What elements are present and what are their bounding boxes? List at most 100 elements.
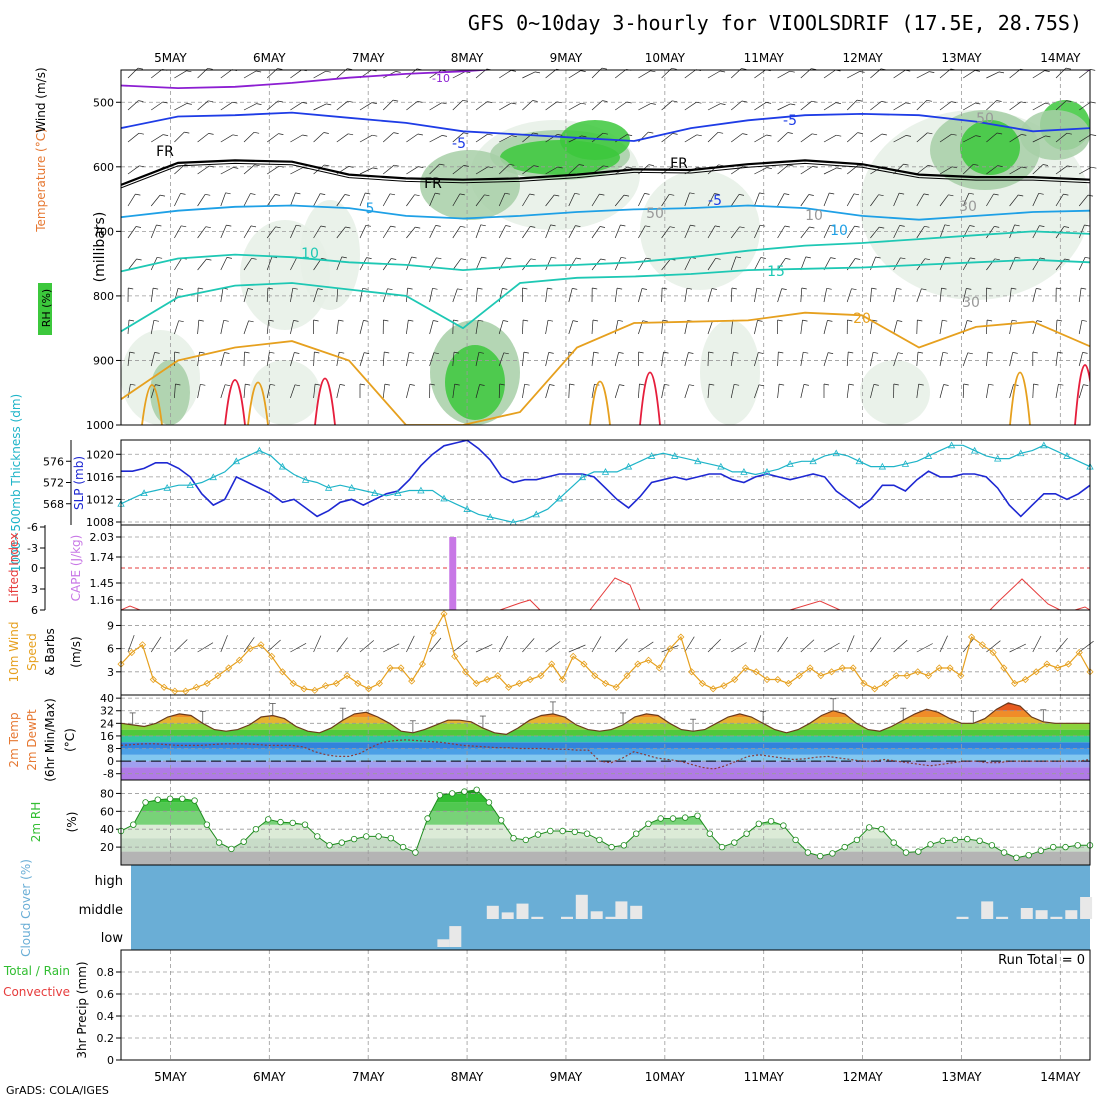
cloud-bar <box>1065 910 1078 919</box>
wind10-barb <box>591 636 602 653</box>
thickness-marker <box>209 473 217 481</box>
wind-barb-flag <box>827 320 833 322</box>
rh-marker <box>767 818 775 825</box>
rh-marker <box>902 849 910 856</box>
wind-barb <box>823 352 829 367</box>
rh-marker <box>277 818 284 826</box>
wind-barb-flag <box>899 225 905 227</box>
thickness-marker <box>786 460 794 467</box>
wind-barb <box>614 320 619 335</box>
wind-barb <box>406 226 416 239</box>
li-tick-label: 0 <box>31 562 38 575</box>
wind-barb-flag <box>530 258 536 261</box>
wind-barb <box>1078 320 1083 335</box>
wind-barb <box>1009 320 1013 335</box>
wind-barb-flag <box>302 102 308 104</box>
wind-barb <box>730 287 733 303</box>
wind-barb <box>707 384 710 399</box>
ua-pressure-tick-label: 600 <box>93 161 114 174</box>
wind-barb <box>336 100 348 111</box>
wind-ylabel-part: (m/s) <box>69 636 83 667</box>
wind10-marker <box>946 664 954 672</box>
wind-barb-flag <box>184 131 190 134</box>
wind-barb-flag <box>200 383 206 386</box>
rh-marker <box>191 797 198 804</box>
wind10-marker <box>968 633 976 641</box>
li-tick-label: 6 <box>31 604 38 617</box>
wind-barb-flag <box>848 383 854 386</box>
wind-barb-flag <box>572 320 578 322</box>
wind-barb-flag <box>1091 134 1097 136</box>
wind-barb-flag <box>650 103 656 105</box>
wind10-barb <box>359 640 375 653</box>
top-day-label: 13MAY <box>941 51 982 65</box>
thickness-marker <box>601 468 610 475</box>
rh-shade-blob <box>700 320 760 425</box>
wind-barb-flag <box>575 257 582 260</box>
cloud-bar <box>615 901 628 919</box>
wind-barb-flag <box>881 133 887 136</box>
wind-barb-flag <box>580 102 587 105</box>
contour-label: 50 <box>976 111 994 127</box>
wind-barb-flag <box>181 225 187 228</box>
wind-barb <box>290 352 295 367</box>
wind-barb <box>800 320 803 335</box>
thickness-marker <box>232 457 241 465</box>
wind-barb-flag <box>918 383 924 386</box>
wind10-line <box>120 612 1091 692</box>
rh-marker <box>657 815 664 822</box>
wind-barb <box>220 134 233 143</box>
wind-barb-flag <box>720 70 726 73</box>
wind10-barb <box>846 635 855 653</box>
wind-barb-flag <box>344 194 350 196</box>
wind-barb <box>290 102 303 111</box>
wind-barb-flag <box>533 132 539 135</box>
contour-label: 15 <box>767 264 785 280</box>
thickness-marker <box>348 483 356 491</box>
wind10-marker <box>688 668 696 676</box>
wind-barb <box>1009 288 1012 303</box>
wind-barb <box>986 226 995 239</box>
wind-barb <box>545 320 549 335</box>
panel-cloud: high middle low Cloud Cover (%) <box>19 859 1093 957</box>
wind-barb-flag <box>393 99 399 102</box>
temp-tick-label: 32 <box>100 705 114 718</box>
wind-barb-flag <box>372 167 378 170</box>
wind-barb-flag <box>711 288 717 290</box>
wind-barb-flag <box>619 384 625 386</box>
wind-barb-flag <box>274 194 281 196</box>
temp-band <box>121 735 1090 743</box>
wind-barb-flag <box>453 351 460 354</box>
wind-barb <box>777 258 786 271</box>
wind-barb <box>777 70 790 79</box>
wind-barb-flag <box>487 166 494 169</box>
wind10-barb <box>939 635 948 653</box>
wind-barb <box>939 224 946 239</box>
panel-rh2m: 20 40 60 80 2m RH (%) <box>29 779 1094 866</box>
wind-barb <box>197 165 210 175</box>
rh-marker <box>1062 843 1069 851</box>
rh-marker <box>154 796 161 803</box>
top-day-label: 8MAY <box>451 51 484 65</box>
isotherm-spike <box>247 381 269 425</box>
wind-barb-flag <box>829 224 835 227</box>
rh-marker <box>387 835 394 842</box>
wind-barb-flag <box>696 101 702 104</box>
wind-barb <box>429 102 442 111</box>
wind-barb-flag <box>1036 320 1042 322</box>
wind-barb-flag <box>758 384 765 387</box>
wind10-barb <box>870 637 882 653</box>
rh-band <box>121 851 1090 865</box>
wind-barb <box>939 352 944 367</box>
wind-barb <box>151 134 164 143</box>
wind-barb-flag <box>417 133 423 136</box>
wind-barb-flag <box>365 192 371 195</box>
wind-barb-flag <box>129 351 135 354</box>
wind-barb-flag <box>663 351 669 354</box>
wind-barb-flag <box>944 224 950 227</box>
wind-barb-flag <box>734 383 740 386</box>
wind-barb <box>406 288 408 303</box>
precip-legend-total: Total / Rain <box>3 964 70 978</box>
wind-barb <box>754 225 761 239</box>
